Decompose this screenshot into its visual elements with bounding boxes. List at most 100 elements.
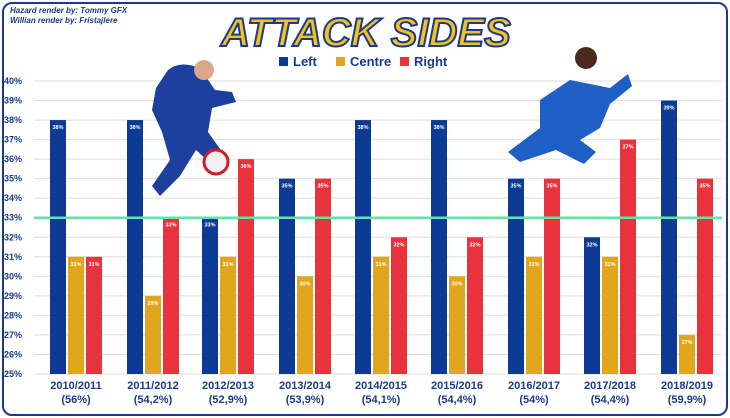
x-tick-sublabel: (59,9%): [668, 394, 707, 406]
bars: [50, 100, 713, 375]
bar-value-label: 31%: [528, 262, 539, 268]
bar-value-label: 32%: [469, 242, 480, 248]
player-render-right: [508, 47, 632, 164]
x-tick-label: 2011/2012: [127, 380, 178, 392]
y-tick-label: 39%: [4, 96, 22, 106]
x-tick-label: 2016/2017: [508, 380, 560, 392]
x-tick-label: 2014/2015: [355, 380, 407, 392]
y-tick-label: 34%: [4, 193, 22, 203]
bar-left: [431, 120, 447, 374]
legend-swatch-left: [279, 57, 288, 66]
x-tick-label: 2012/2013: [202, 380, 254, 392]
bar-left: [508, 178, 524, 374]
bar-value-label: 31%: [375, 262, 386, 268]
bar-centre: [526, 256, 542, 374]
bar-value-label: 35%: [510, 184, 521, 190]
x-tick-sublabel: (54,4%): [438, 394, 477, 406]
bar-right: [467, 237, 483, 374]
x-tick-label: 2017/2018: [584, 380, 636, 392]
bar-right: [315, 178, 331, 374]
x-tick-label: 2018/2019: [661, 380, 713, 392]
bar-value-label: 27%: [681, 340, 692, 346]
bar-value-label: 38%: [357, 125, 368, 131]
bar-value-label: 38%: [52, 125, 63, 131]
bar-left: [279, 178, 295, 374]
bar-left: [355, 120, 371, 374]
bar-centre: [373, 256, 389, 374]
x-tick-sublabel: (54,4%): [591, 394, 630, 406]
bar-right: [163, 217, 179, 374]
x-tick-sublabel: (54%): [519, 394, 549, 406]
bar-right: [620, 139, 636, 374]
bar-value-label: 32%: [393, 242, 404, 248]
bar-left: [202, 217, 218, 374]
y-tick-label: 26%: [4, 349, 22, 359]
bar-centre: [297, 276, 313, 374]
bar-left: [661, 100, 677, 375]
player-render-left: [152, 60, 236, 196]
bar-value-label: 35%: [699, 184, 710, 190]
credit-line-willian: Willian render by: Fristajlere: [10, 16, 118, 25]
legend-label-left: Left: [293, 54, 318, 69]
bar-value-label: 36%: [240, 164, 251, 170]
x-tick-sublabel: (54,1%): [362, 394, 401, 406]
bar-left: [584, 237, 600, 374]
bar-value-label: 38%: [433, 125, 444, 131]
bar-value-label: 31%: [604, 262, 615, 268]
chart-title: ATTACK SIDES: [220, 11, 511, 55]
bar-right: [391, 237, 407, 374]
y-tick-label: 38%: [4, 115, 22, 125]
bar-value-label: 31%: [222, 262, 233, 268]
x-tick-sublabel: (54,2%): [134, 394, 173, 406]
legend-swatch-centre: [336, 57, 345, 66]
y-tick-label: 27%: [4, 330, 22, 340]
legend-swatch-right: [400, 57, 409, 66]
x-tick-sublabel: (53,9%): [286, 394, 325, 406]
x-tick-sublabel: (52,9%): [209, 394, 248, 406]
y-tick-label: 40%: [4, 76, 22, 86]
x-tick-sublabel: (56%): [61, 394, 91, 406]
bar-right: [86, 256, 102, 374]
bar-centre: [602, 256, 618, 374]
legend-label-right: Right: [414, 54, 448, 69]
bar-value-label: 37%: [622, 145, 633, 151]
x-tick-label: 2013/2014: [279, 380, 332, 392]
bar-centre: [220, 256, 236, 374]
bar-right: [697, 178, 713, 374]
x-tick-label: 2010/2011: [50, 380, 101, 392]
bar-value-label: 29%: [147, 301, 158, 307]
render-credits: Hazard render by: Tommy GFX Willian rend…: [10, 6, 127, 26]
bar-centre: [68, 256, 84, 374]
y-tick-label: 32%: [4, 232, 22, 242]
bar-left: [127, 120, 143, 374]
y-tick-label: 28%: [4, 310, 22, 320]
y-tick-label: 31%: [4, 252, 22, 262]
bar-value-label: 35%: [317, 184, 328, 190]
bar-value-label: 32%: [586, 242, 597, 248]
y-tick-label: 29%: [4, 291, 22, 301]
bar-value-labels: 38% 31% 31% 38% 29% 33% 33% 31% 36% 35% 30% 35% 38% 3…: [52, 106, 710, 346]
bar-right: [544, 178, 560, 374]
credit-line-hazard: Hazard render by: Tommy GFX: [10, 6, 128, 15]
bar-value-label: 31%: [70, 262, 81, 268]
x-axis: 2010/2011 (56%) 2011/2012 (54,2%) 2012/2013 (…: [50, 380, 713, 406]
bar-centre: [679, 334, 695, 374]
y-tick-label: 35%: [4, 174, 22, 184]
bar-value-label: 31%: [88, 262, 99, 268]
bar-value-label: 33%: [165, 223, 176, 229]
x-tick-label: 2015/2016: [431, 380, 483, 392]
bar-centre: [145, 295, 161, 374]
bar-left: [50, 120, 66, 374]
legend-label-centre: Centre: [350, 54, 391, 69]
y-tick-label: 25%: [4, 369, 22, 379]
bar-value-label: 33%: [204, 223, 215, 229]
bar-right: [238, 159, 254, 374]
y-tick-label: 30%: [4, 271, 22, 281]
bar-value-label: 39%: [663, 106, 674, 112]
bar-value-label: 35%: [546, 184, 557, 190]
bar-value-label: 30%: [451, 281, 462, 287]
y-tick-label: 33%: [4, 213, 22, 223]
bar-value-label: 35%: [281, 184, 292, 190]
bar-value-label: 38%: [129, 125, 140, 131]
